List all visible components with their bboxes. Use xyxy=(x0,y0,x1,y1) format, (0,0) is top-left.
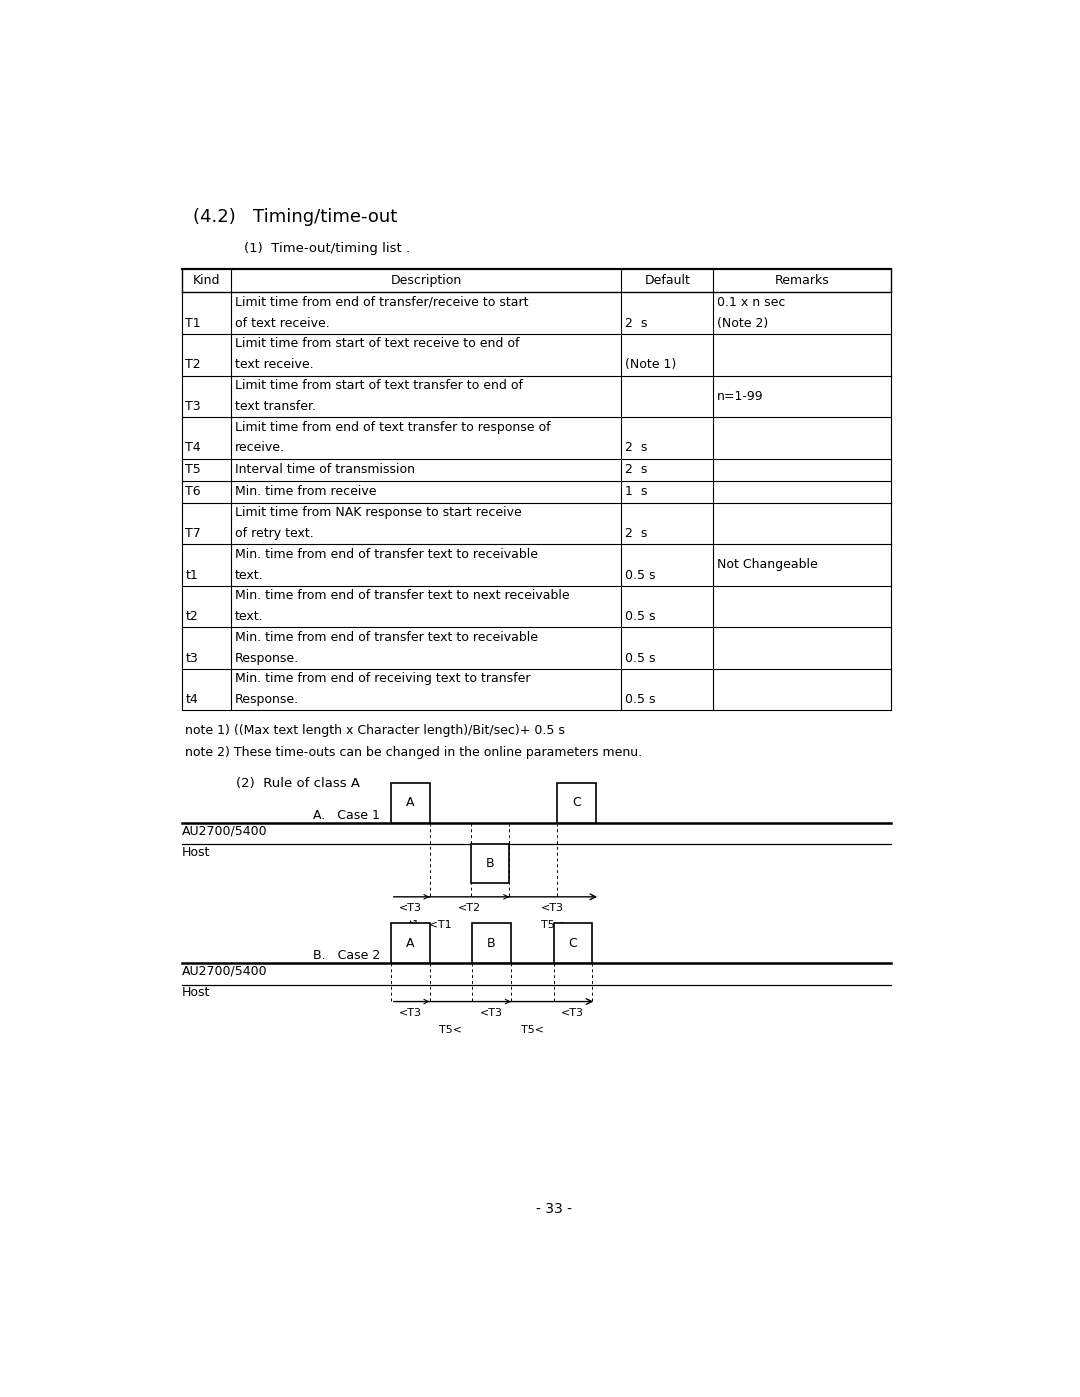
Text: T5: T5 xyxy=(186,464,201,476)
Text: Min. time from end of transfer text to receivable: Min. time from end of transfer text to r… xyxy=(235,548,538,560)
Text: <T3: <T3 xyxy=(562,1007,584,1017)
Text: 2  s: 2 s xyxy=(625,527,647,539)
Text: Interval time of transmission: Interval time of transmission xyxy=(235,464,415,476)
Text: Min. time from end of receiving text to transfer: Min. time from end of receiving text to … xyxy=(235,672,530,686)
Text: Host: Host xyxy=(181,847,210,859)
Text: receive.: receive. xyxy=(235,441,285,454)
Text: note 1) ((Max text length x Character length)/Bit/sec)+ 0.5 s: note 1) ((Max text length x Character le… xyxy=(186,725,565,738)
Text: 2  s: 2 s xyxy=(625,317,647,330)
Text: Limit time from end of text transfer to response of: Limit time from end of text transfer to … xyxy=(235,420,551,433)
Text: text receive.: text receive. xyxy=(235,358,313,372)
Bar xyxy=(554,923,592,963)
Text: 2  s: 2 s xyxy=(625,464,647,476)
Text: T7: T7 xyxy=(186,527,201,539)
Text: 0.5 s: 0.5 s xyxy=(625,610,656,623)
Bar xyxy=(391,923,430,963)
Text: Response.: Response. xyxy=(235,651,299,665)
Text: (4.2)   Timing/time-out: (4.2) Timing/time-out xyxy=(193,208,397,226)
Text: <T3: <T3 xyxy=(541,902,564,914)
Bar xyxy=(391,782,430,823)
Text: Limit time from start of text receive to end of: Limit time from start of text receive to… xyxy=(235,338,519,351)
Text: (Note 1): (Note 1) xyxy=(625,358,676,372)
Text: 0.1 x n sec: 0.1 x n sec xyxy=(717,296,785,309)
Text: of text receive.: of text receive. xyxy=(235,317,329,330)
Text: T5<: T5< xyxy=(541,921,564,930)
Text: text.: text. xyxy=(235,610,264,623)
Text: (1)  Time-out/timing list .: (1) Time-out/timing list . xyxy=(243,242,409,256)
Text: Limit time from end of transfer/receive to start: Limit time from end of transfer/receive … xyxy=(235,296,528,309)
Text: T3: T3 xyxy=(186,400,201,414)
Text: n=1-99: n=1-99 xyxy=(717,390,764,402)
Bar xyxy=(472,923,511,963)
Text: t1: t1 xyxy=(186,569,198,581)
Text: T6: T6 xyxy=(186,485,201,499)
Text: <T3: <T3 xyxy=(399,1007,421,1017)
Text: of retry text.: of retry text. xyxy=(235,527,314,539)
Text: A: A xyxy=(406,936,415,950)
Text: C: C xyxy=(568,936,577,950)
Text: T1: T1 xyxy=(186,317,201,330)
Text: t1<<T1: t1<<T1 xyxy=(409,921,453,930)
Text: Default: Default xyxy=(645,274,690,288)
Text: B: B xyxy=(486,858,495,870)
Text: <T2: <T2 xyxy=(458,902,481,914)
Text: B.   Case 2: B. Case 2 xyxy=(313,949,380,963)
Text: 0.5 s: 0.5 s xyxy=(625,693,656,707)
Text: Remarks: Remarks xyxy=(774,274,829,288)
Text: 2  s: 2 s xyxy=(625,441,647,454)
Text: Min. time from end of transfer text to receivable: Min. time from end of transfer text to r… xyxy=(235,631,538,644)
Text: 0.5 s: 0.5 s xyxy=(625,651,656,665)
Text: Host: Host xyxy=(181,986,210,999)
Text: (2)  Rule of class A: (2) Rule of class A xyxy=(235,777,360,789)
Text: (Note 2): (Note 2) xyxy=(717,317,769,330)
Text: Not Changeable: Not Changeable xyxy=(717,559,818,571)
Text: t3: t3 xyxy=(186,651,198,665)
Text: T4: T4 xyxy=(186,441,201,454)
Text: t2: t2 xyxy=(186,610,198,623)
Text: note 2) These time-outs can be changed in the online parameters menu.: note 2) These time-outs can be changed i… xyxy=(186,746,643,759)
Bar xyxy=(557,782,596,823)
Text: Response.: Response. xyxy=(235,693,299,707)
Text: AU2700/5400: AU2700/5400 xyxy=(181,964,267,978)
Text: T5<: T5< xyxy=(521,1024,543,1035)
Text: T2: T2 xyxy=(186,358,201,372)
Text: t4: t4 xyxy=(186,693,198,707)
Text: Min. time from end of transfer text to next receivable: Min. time from end of transfer text to n… xyxy=(235,590,569,602)
Text: Limit time from NAK response to start receive: Limit time from NAK response to start re… xyxy=(235,506,522,520)
Text: <T3: <T3 xyxy=(399,902,421,914)
Text: Description: Description xyxy=(391,274,462,288)
Text: 1  s: 1 s xyxy=(625,485,647,499)
Text: C: C xyxy=(572,796,581,809)
Text: A.   Case 1: A. Case 1 xyxy=(313,809,380,821)
Text: text transfer.: text transfer. xyxy=(235,400,316,414)
Text: T5<: T5< xyxy=(440,1024,462,1035)
Bar xyxy=(471,844,510,883)
Text: Min. time from receive: Min. time from receive xyxy=(235,485,377,499)
Text: <T3: <T3 xyxy=(480,1007,503,1017)
Text: 0.5 s: 0.5 s xyxy=(625,569,656,581)
Text: Kind: Kind xyxy=(192,274,220,288)
Text: A: A xyxy=(406,796,415,809)
Text: B: B xyxy=(487,936,496,950)
Text: Limit time from start of text transfer to end of: Limit time from start of text transfer t… xyxy=(235,379,523,393)
Text: - 33 -: - 33 - xyxy=(536,1203,571,1217)
Text: AU2700/5400: AU2700/5400 xyxy=(181,824,267,837)
Text: text.: text. xyxy=(235,569,264,581)
